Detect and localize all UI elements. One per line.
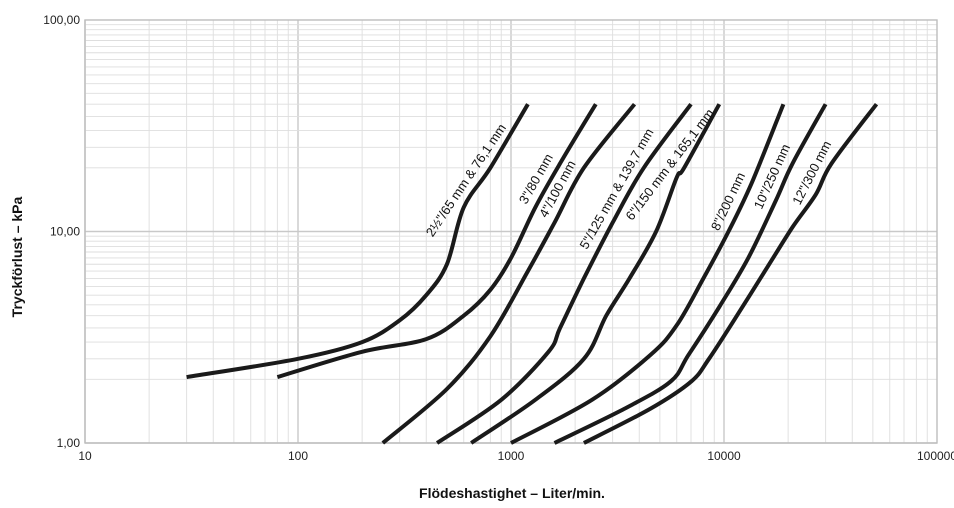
y-axis-tick-labels: 1,00 10,00 100,00 (43, 13, 80, 450)
x-tick-label: 1000 (498, 449, 525, 463)
y-axis-title: Tryckförlust – kPa (9, 196, 25, 317)
x-axis-tick-labels: 10 100 1000 10000 100000 (78, 449, 954, 463)
series-line (381, 102, 637, 445)
series-line (553, 103, 828, 445)
series-line (470, 103, 722, 445)
y-tick-label: 100,00 (43, 13, 80, 27)
series-line (276, 103, 598, 380)
x-tick-label: 10000 (707, 449, 741, 463)
series-line (186, 103, 530, 380)
x-axis-title: Flödeshastighet – Liter/min. (419, 485, 605, 501)
series-line (435, 103, 693, 445)
series-label: 2½"/65 mm & 76,1 mm (423, 121, 509, 239)
series-line (510, 103, 786, 445)
x-tick-label: 10 (78, 449, 92, 463)
y-tick-label: 10,00 (50, 225, 80, 239)
chart-series (186, 102, 879, 445)
series-line (582, 102, 879, 445)
chart-grid (84, 20, 937, 444)
y-tick-label: 1,00 (57, 436, 81, 450)
x-tick-label: 100 (288, 449, 308, 463)
x-tick-label: 100000 (917, 449, 954, 463)
